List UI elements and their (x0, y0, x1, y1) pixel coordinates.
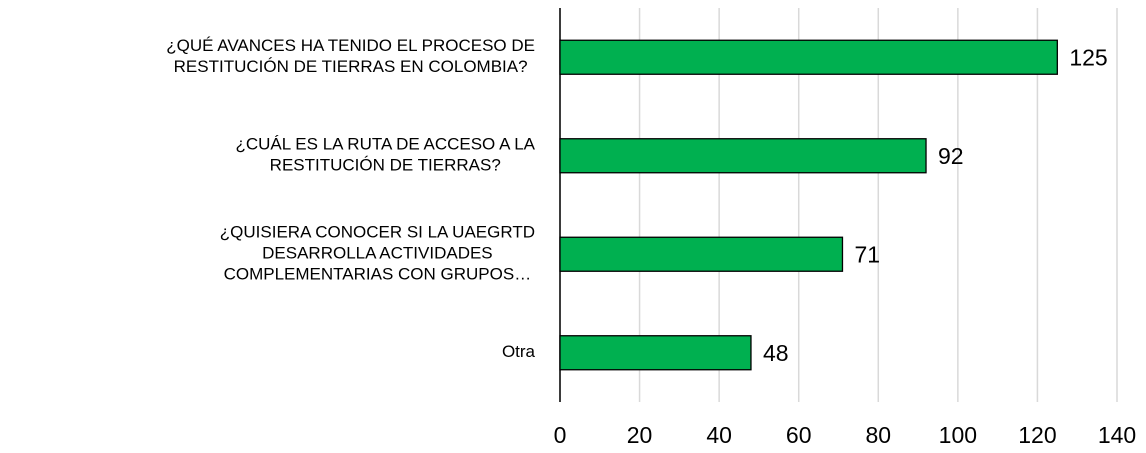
y-tick-label: ¿QUÉ AVANCES HA TENIDO EL PROCESO DE (166, 36, 535, 55)
bar (559, 138, 927, 174)
y-tick-label: RESTITUCIÓN DE TIERRAS? (270, 156, 501, 175)
value-label: 125 (1069, 44, 1107, 70)
x-tick-label: 0 (554, 422, 567, 448)
bar (559, 335, 752, 371)
x-tick-label: 40 (706, 422, 732, 448)
value-label: 71 (854, 241, 880, 267)
y-tick-label: RESTITUCIÓN DE TIERRAS EN COLOMBIA? (174, 57, 528, 76)
x-tick-label: 140 (1098, 422, 1136, 448)
x-tick-label: 100 (939, 422, 977, 448)
y-tick-label: ¿CUÁL ES LA RUTA DE ACCESO A LA (235, 135, 535, 154)
bar (559, 39, 1058, 75)
value-label: 92 (938, 143, 964, 169)
x-tick-label: 20 (627, 422, 653, 448)
y-tick-label: ¿QUISIERA CONOCER SI LA UAEGRTD (220, 223, 535, 242)
x-tick-label: 60 (786, 422, 812, 448)
x-tick-label: 120 (1018, 422, 1056, 448)
value-label: 48 (763, 340, 789, 366)
bar (559, 236, 844, 272)
x-tick-label: 80 (865, 422, 891, 448)
y-tick-label: Otra (502, 342, 536, 361)
y-tick-label: COMPLEMENTARIAS CON GRUPOS… (224, 265, 532, 284)
y-tick-label: DESARROLLA ACTIVIDADES (262, 244, 493, 263)
